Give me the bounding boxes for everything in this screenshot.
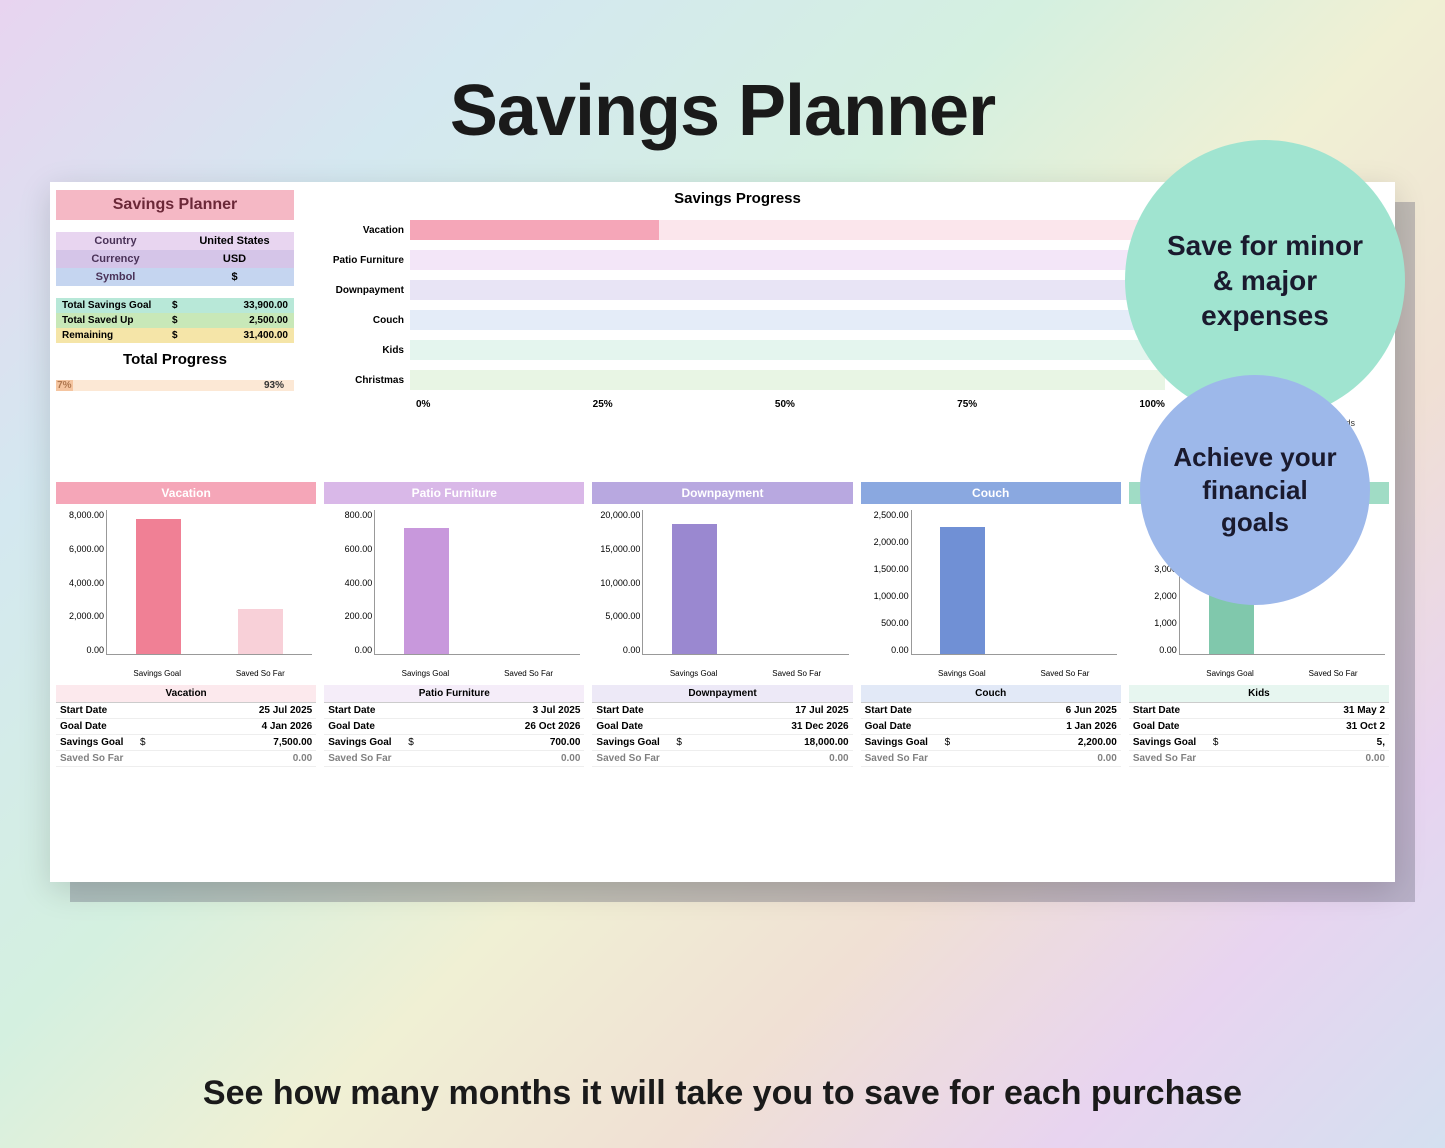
mini-table: Patio Furniture Start Date3 Jul 2025 Goa… (324, 685, 584, 767)
mini-table: Couch Start Date6 Jun 2025 Goal Date1 Ja… (861, 685, 1121, 767)
mini-chart: Downpayment 20,000.0015,000.0010,000.005… (592, 482, 852, 679)
progress-row: Patio Furniture (310, 245, 1165, 275)
footer-text: See how many months it will take you to … (0, 1074, 1445, 1113)
progress-row: Couch (310, 305, 1165, 335)
total-saved: Total Saved Up$2,500.00 (56, 313, 294, 328)
progress-row: Vacation (310, 215, 1165, 245)
mini-table: Downpayment Start Date17 Jul 2025 Goal D… (592, 685, 852, 767)
mini-tables-row: Vacation Start Date25 Jul 2025 Goal Date… (50, 679, 1395, 773)
total-progress-title: Total Progress (56, 351, 294, 368)
total-progress-bar: 7% 93% (56, 374, 294, 396)
mini-table: Kids Start Date31 May 2 Goal Date31 Oct … (1129, 685, 1389, 767)
left-panel: Savings Planner CountryUnited States Cur… (50, 182, 300, 482)
mini-table: Vacation Start Date25 Jul 2025 Goal Date… (56, 685, 316, 767)
progress-chart-title: Savings Progress (310, 190, 1165, 207)
mini-chart: Couch 2,500.002,000.001,500.001,000.0050… (861, 482, 1121, 679)
progress-row: Kids (310, 335, 1165, 365)
total-goal: Total Savings Goal$33,900.00 (56, 298, 294, 313)
mini-chart: Vacation 8,000.006,000.004,000.002,000.0… (56, 482, 316, 679)
planner-header: Savings Planner (56, 190, 294, 220)
progress-row: Christmas (310, 365, 1165, 395)
meta-symbol: Symbol$ (56, 268, 294, 286)
mini-chart: Patio Furniture 800.00600.00400.00200.00… (324, 482, 584, 679)
callout-bubble-achieve: Achieve your financial goals (1140, 375, 1370, 605)
meta-country: CountryUnited States (56, 232, 294, 250)
meta-currency: CurrencyUSD (56, 250, 294, 268)
total-remaining: Remaining$31,400.00 (56, 328, 294, 343)
progress-row: Downpayment (310, 275, 1165, 305)
savings-progress-chart: Savings Progress VacationPatio Furniture… (300, 182, 1185, 482)
